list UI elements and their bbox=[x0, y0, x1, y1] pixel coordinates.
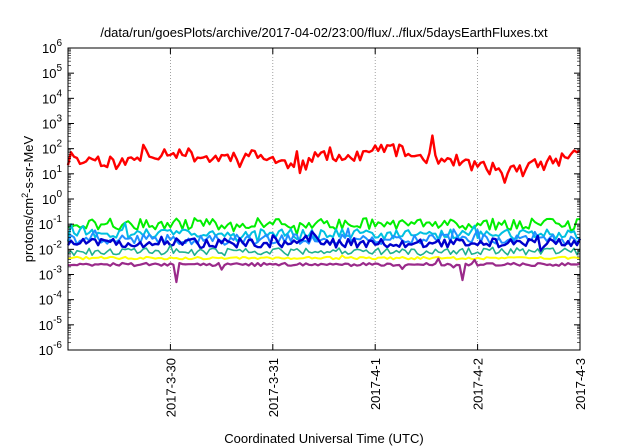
y-tick-label: 10-2 bbox=[39, 239, 63, 257]
y-label-tail: -s-sr-MeV bbox=[21, 135, 36, 192]
x-tick-label: 2017-4-1 bbox=[368, 358, 383, 410]
y-tick-label: 102 bbox=[42, 139, 62, 157]
series-line-6 bbox=[67, 244, 581, 257]
x-axis-label: Coordinated Universal Time (UTC) bbox=[224, 431, 423, 446]
y-tick-label: 101 bbox=[42, 164, 62, 182]
y-axis-label: protons/cm2-s-sr-MeV bbox=[20, 135, 36, 262]
x-tick-label: 2017-4-2 bbox=[471, 358, 486, 410]
x-axis: 2017-3-30 2017-3-31 2017-4-1 2017-4-2 2017-4… bbox=[163, 48, 588, 417]
series-line-7 bbox=[67, 254, 581, 261]
x-tick-label: 2017-3-30 bbox=[163, 358, 178, 417]
x-tick-label: 2017-4-3 bbox=[573, 358, 588, 410]
series-line-8 bbox=[67, 257, 581, 284]
y-label-sup: 2 bbox=[20, 193, 30, 198]
series-line-5 bbox=[67, 230, 582, 253]
x-tick-label: 2017-3-31 bbox=[266, 358, 281, 417]
y-tick-label: 104 bbox=[42, 88, 62, 106]
series-line-4 bbox=[67, 227, 581, 246]
y-tick-label: 10-5 bbox=[39, 315, 63, 333]
series-line-1 bbox=[66, 134, 581, 184]
series-line-2 bbox=[67, 217, 581, 236]
chart-title: /data/run/goesPlots/archive/2017-04-02/2… bbox=[100, 25, 548, 40]
y-tick-label: 10-3 bbox=[39, 265, 63, 283]
plot-frame bbox=[67, 47, 581, 351]
y-tick-label: 10-1 bbox=[39, 214, 63, 232]
y-axis: 10-6 10-5 10-4 10-3 10-2 10-1 100 101 102 103 104 1… bbox=[39, 38, 580, 358]
data-series bbox=[66, 134, 582, 284]
grid-lines bbox=[169, 48, 479, 350]
y-label-main: protons/cm bbox=[21, 198, 36, 262]
series-line-3 bbox=[67, 221, 581, 244]
y-tick-label: 105 bbox=[42, 63, 62, 81]
y-tick-label: 10-6 bbox=[39, 340, 63, 358]
y-tick-label: 103 bbox=[42, 114, 62, 132]
y-tick-label: 10-4 bbox=[39, 290, 63, 308]
y-tick-label: 106 bbox=[42, 38, 62, 56]
y-tick-label: 100 bbox=[42, 189, 62, 207]
